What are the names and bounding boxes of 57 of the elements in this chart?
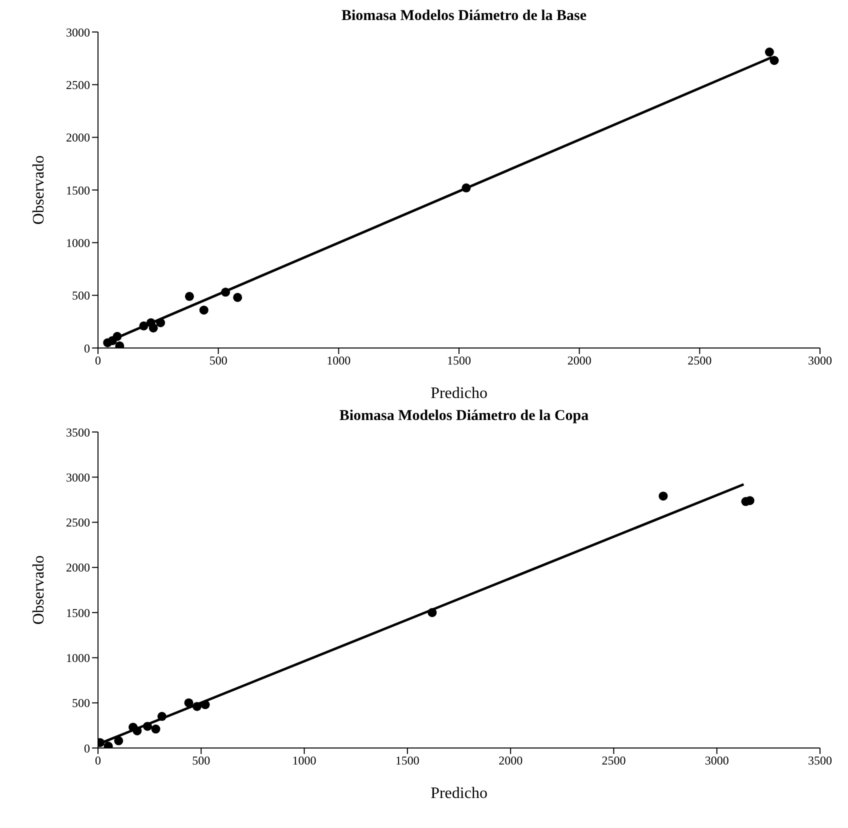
point bbox=[233, 292, 242, 302]
point bbox=[770, 56, 779, 65]
point bbox=[764, 48, 774, 57]
point bbox=[139, 321, 148, 330]
x-tick-label: 500 bbox=[209, 354, 228, 368]
y-tick-label: 500 bbox=[72, 696, 90, 710]
y-tick-label: 0 bbox=[84, 741, 90, 756]
x-tick-label: 2500 bbox=[602, 754, 626, 768]
chart-title: Biomasa Modelos Diámetro de la Base bbox=[341, 8, 587, 24]
point bbox=[658, 492, 668, 501]
y-tick-label: 1000 bbox=[66, 650, 90, 665]
point bbox=[114, 736, 124, 746]
y-tick-label: 2500 bbox=[66, 78, 90, 92]
x-tick-label: 2500 bbox=[688, 354, 712, 368]
x-axis-title: Predicho bbox=[430, 785, 488, 802]
point bbox=[192, 702, 202, 711]
point bbox=[184, 698, 194, 708]
y-tick-label: 500 bbox=[72, 288, 90, 303]
x-tick-label: 1000 bbox=[292, 754, 316, 768]
x-tick-label: 3000 bbox=[808, 354, 832, 368]
point bbox=[157, 712, 166, 721]
y-tick-label: 2500 bbox=[66, 516, 90, 530]
point bbox=[462, 183, 471, 192]
point bbox=[132, 726, 142, 736]
point bbox=[151, 724, 160, 734]
point bbox=[184, 292, 194, 301]
x-tick-label: 0 bbox=[95, 354, 101, 368]
y-tick-label: 3500 bbox=[66, 425, 90, 440]
x-tick-label: 3000 bbox=[704, 754, 729, 768]
point bbox=[428, 608, 437, 618]
point bbox=[142, 722, 152, 731]
point bbox=[156, 318, 166, 328]
point bbox=[221, 288, 230, 297]
point bbox=[112, 332, 122, 341]
x-tick-label: 1500 bbox=[447, 354, 471, 368]
y-tick-label: 2000 bbox=[66, 130, 90, 145]
x-tick-label: 500 bbox=[192, 754, 210, 768]
x-tick-label: 2000 bbox=[567, 354, 592, 368]
point bbox=[148, 323, 158, 332]
y-tick-label: 1500 bbox=[66, 183, 90, 198]
y-axis-title: Observado bbox=[30, 155, 48, 225]
y-tick-label: 3000 bbox=[66, 25, 90, 40]
y-axis-title: Observado bbox=[30, 555, 48, 625]
y-tick-label: 2000 bbox=[66, 560, 90, 575]
chart-title: Biomasa Modelos Diámetro de la Copa bbox=[339, 408, 589, 424]
y-tick-label: 0 bbox=[84, 341, 90, 356]
x-tick-label: 1000 bbox=[326, 354, 351, 368]
point bbox=[199, 306, 208, 315]
point bbox=[200, 700, 210, 710]
y-tick-label: 1500 bbox=[66, 606, 90, 620]
y-tick-label: 1000 bbox=[66, 236, 90, 250]
x-tick-label: 2000 bbox=[498, 754, 523, 768]
x-tick-label: 1500 bbox=[395, 754, 420, 768]
x-tick-label: 0 bbox=[95, 754, 101, 768]
x-axis-title: Predicho bbox=[430, 385, 488, 402]
x-tick-label: 3500 bbox=[808, 754, 832, 768]
y-tick-label: 3000 bbox=[66, 470, 90, 484]
